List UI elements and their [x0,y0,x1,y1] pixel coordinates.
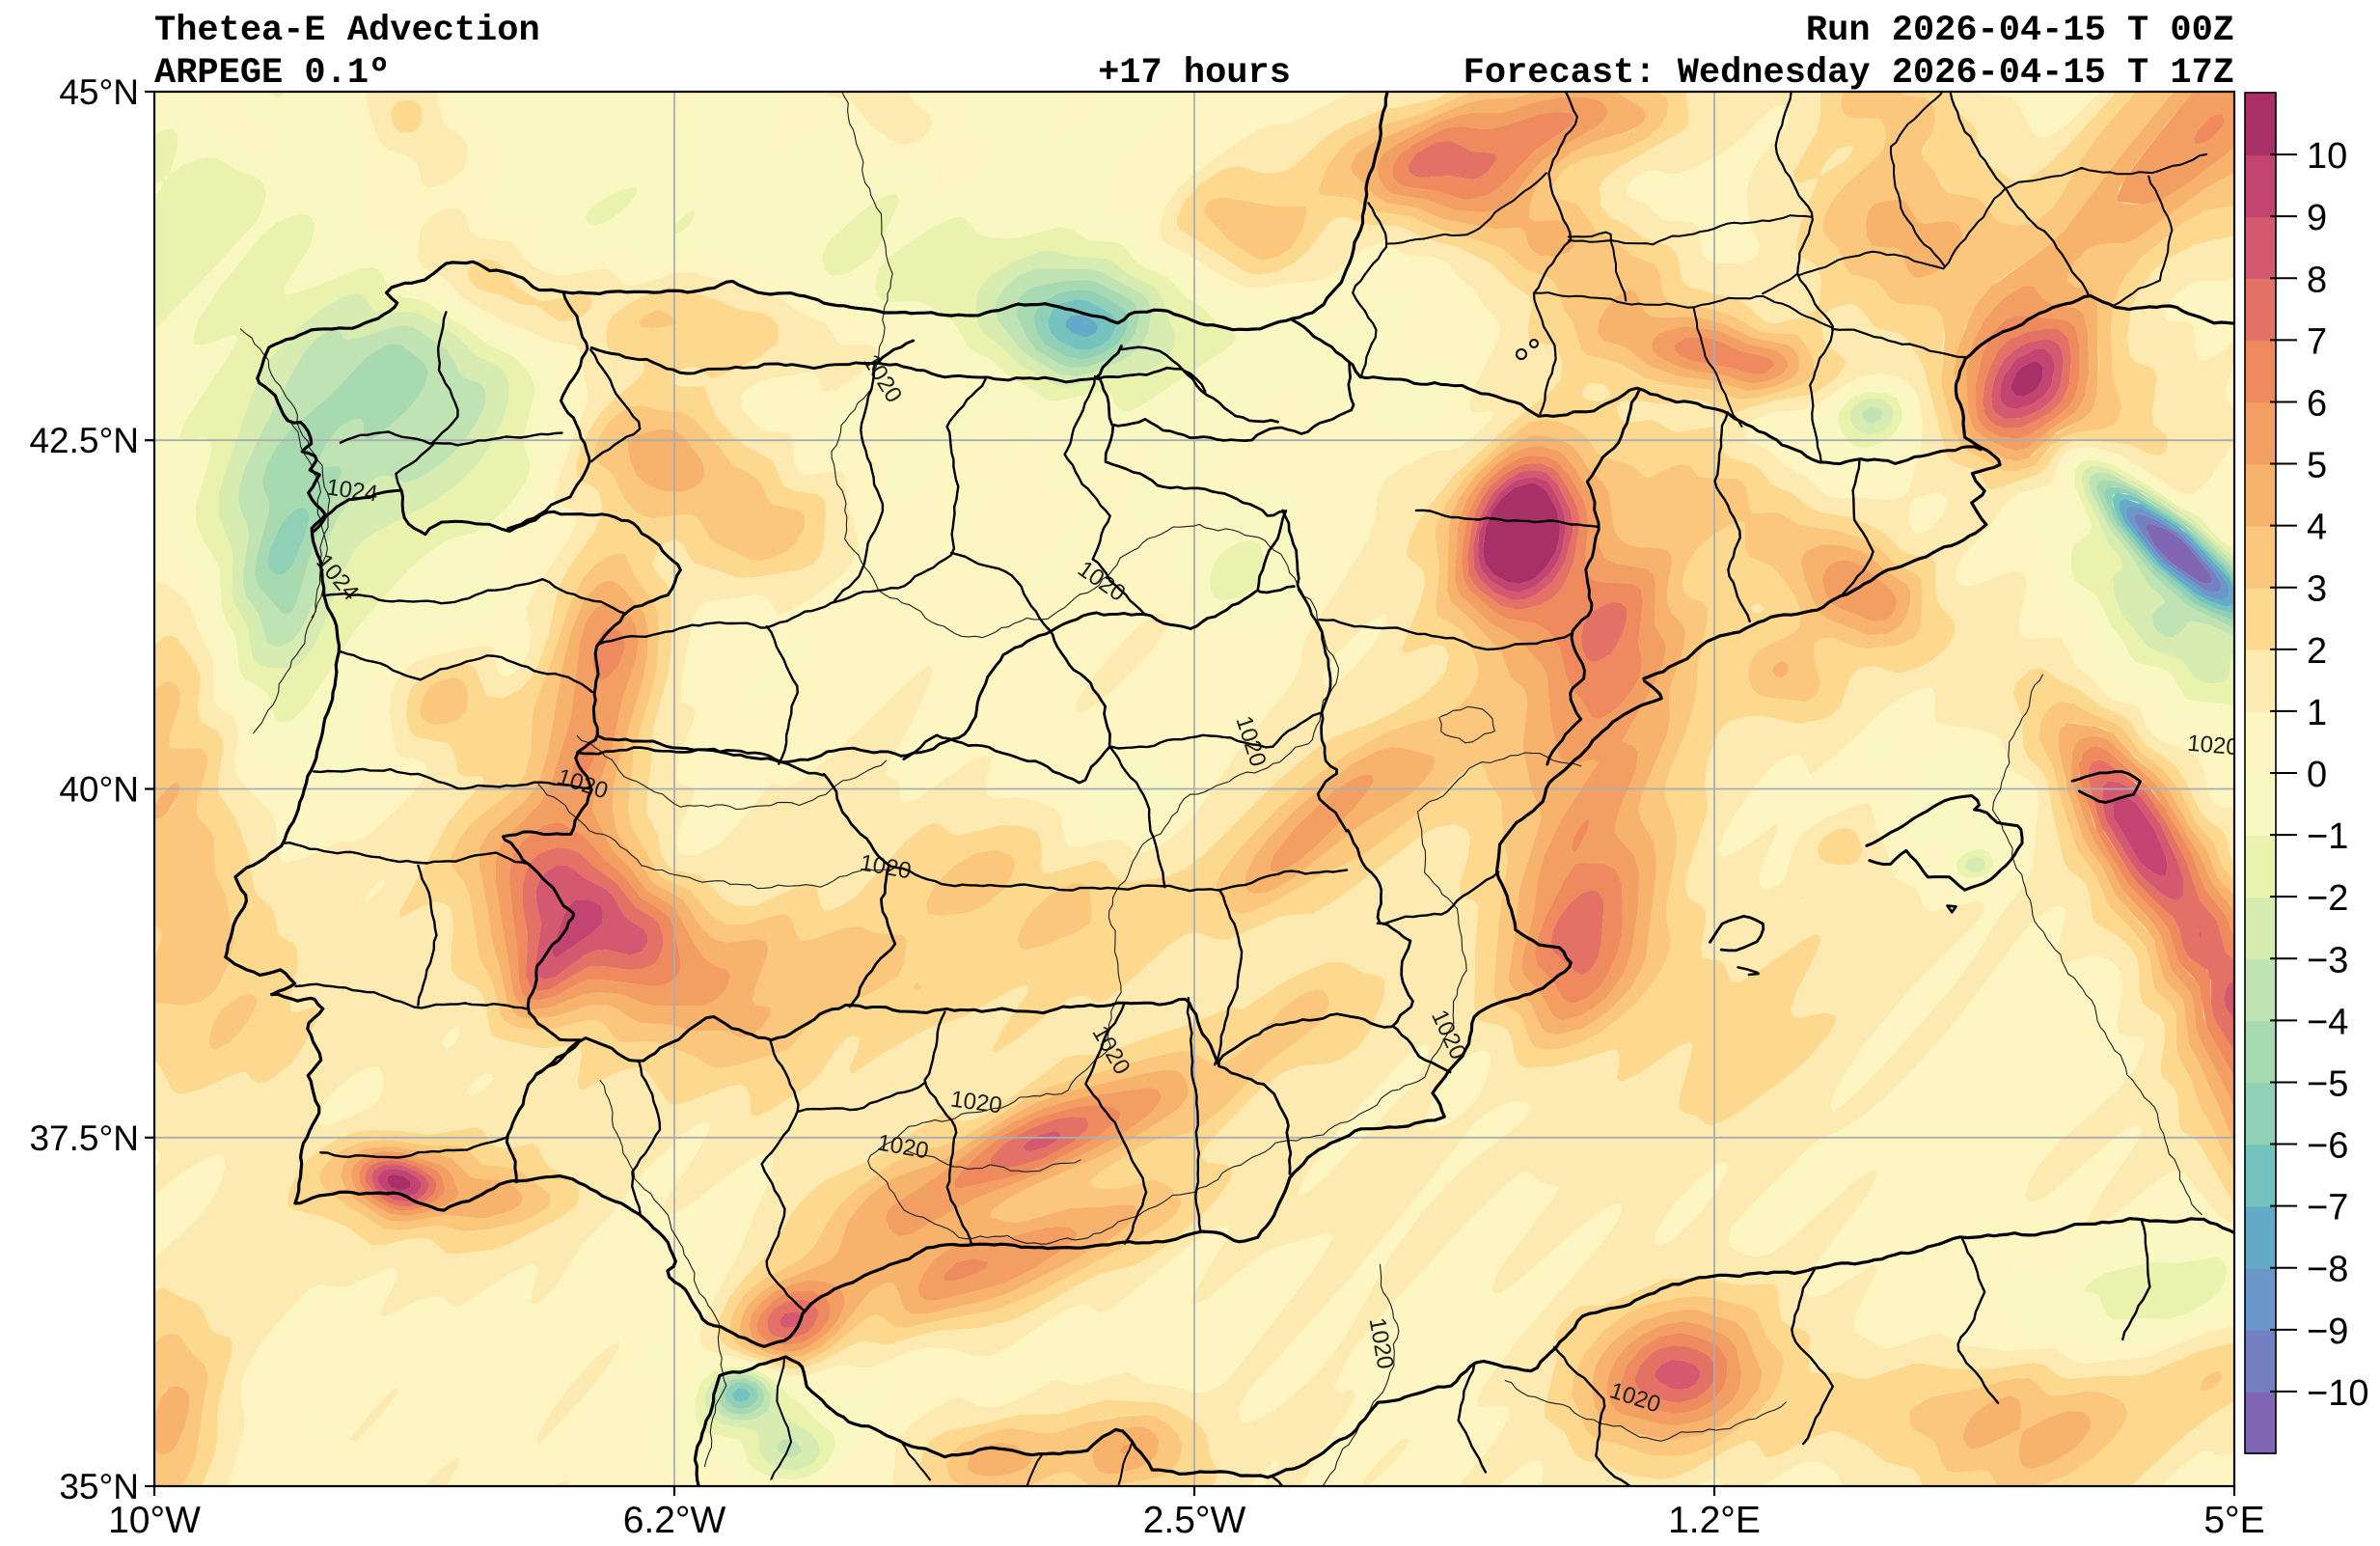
svg-text:1020: 1020 [2186,731,2240,761]
svg-text:45°N: 45°N [59,72,139,112]
svg-text:+17 hours: +17 hours [1098,53,1291,94]
svg-text:3: 3 [2307,569,2327,610]
svg-text:Run 2026-04-15 T 00Z: Run 2026-04-15 T 00Z [1806,11,2234,51]
svg-text:40°N: 40°N [59,770,139,810]
svg-text:6: 6 [2307,383,2327,424]
svg-text:−1: −1 [2307,816,2348,857]
svg-text:0: 0 [2307,755,2327,795]
svg-text:−2: −2 [2307,878,2348,919]
svg-text:Thetea-E Advection: Thetea-E Advection [154,11,540,51]
svg-text:5: 5 [2307,446,2327,486]
svg-text:5°E: 5°E [2203,1500,2264,1541]
svg-text:37.5°N: 37.5°N [29,1118,139,1158]
svg-text:2.5°W: 2.5°W [1143,1500,1246,1541]
svg-text:Forecast: Wednesday 2026-04-15: Forecast: Wednesday 2026-04-15 T 17Z [1464,53,2234,94]
svg-text:10°W: 10°W [108,1500,201,1541]
svg-text:−8: −8 [2307,1250,2348,1290]
svg-text:42.5°N: 42.5°N [29,421,139,460]
svg-text:6.2°W: 6.2°W [623,1500,726,1541]
svg-text:−7: −7 [2307,1188,2348,1229]
svg-text:−5: −5 [2307,1063,2348,1104]
svg-text:10: 10 [2307,136,2347,177]
svg-text:−9: −9 [2307,1311,2348,1352]
svg-text:−10: −10 [2307,1373,2368,1414]
svg-text:−6: −6 [2307,1126,2348,1167]
svg-text:9: 9 [2307,198,2327,238]
svg-text:7: 7 [2307,321,2327,362]
svg-text:8: 8 [2307,260,2327,300]
svg-text:1: 1 [2307,693,2327,733]
svg-text:1.2°E: 1.2°E [1668,1500,1761,1541]
svg-text:4: 4 [2307,508,2327,548]
svg-text:ARPEGE 0.1º: ARPEGE 0.1º [154,53,390,94]
svg-text:35°N: 35°N [59,1467,139,1506]
svg-text:−4: −4 [2307,1002,2348,1042]
svg-text:2: 2 [2307,631,2327,672]
svg-text:−3: −3 [2307,940,2348,980]
